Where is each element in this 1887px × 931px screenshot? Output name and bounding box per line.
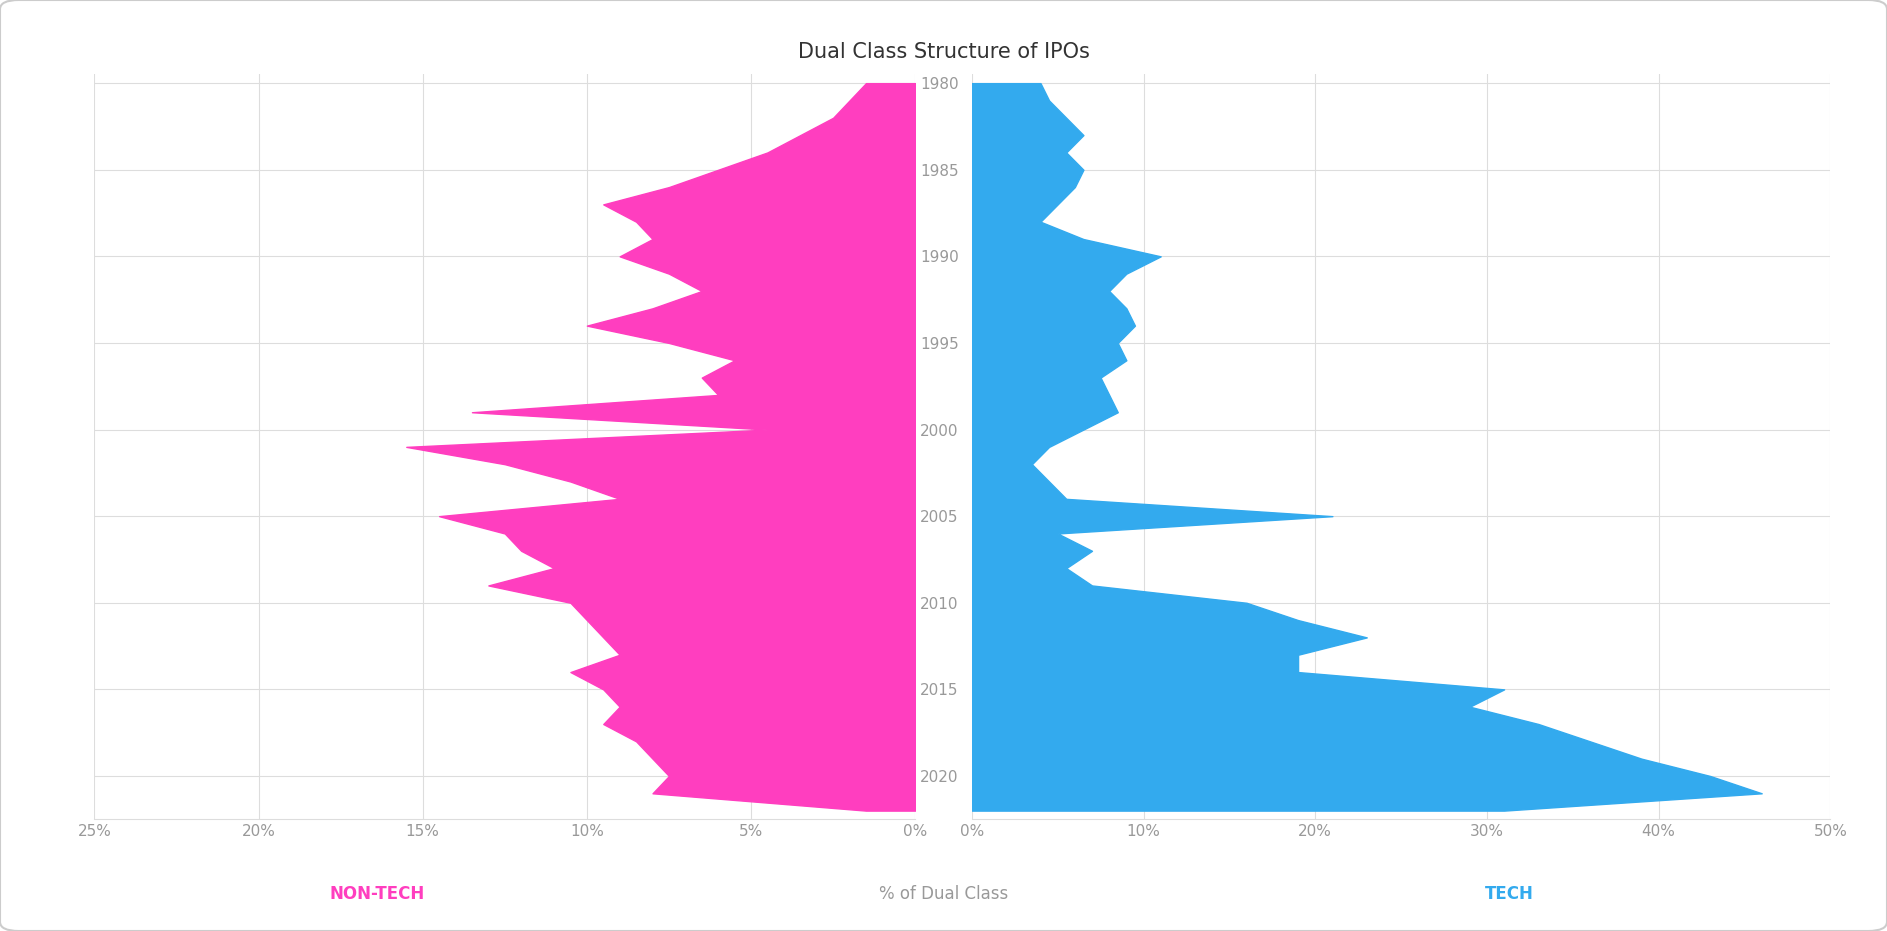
Text: NON-TECH: NON-TECH	[330, 885, 425, 903]
Text: Dual Class Structure of IPOs: Dual Class Structure of IPOs	[798, 42, 1089, 61]
Text: % of Dual Class: % of Dual Class	[879, 885, 1008, 903]
Text: TECH: TECH	[1485, 885, 1534, 903]
